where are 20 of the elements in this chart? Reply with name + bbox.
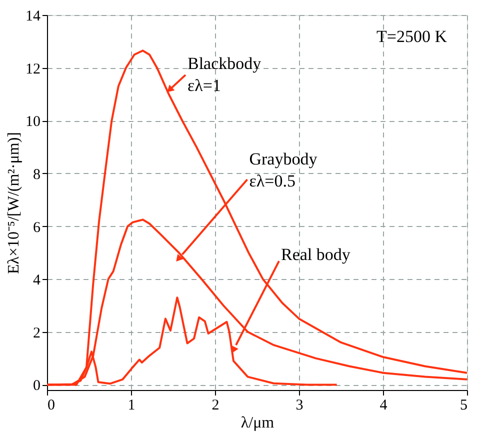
annotation: Real body	[281, 245, 351, 264]
x-tick-label: 2	[212, 398, 220, 414]
y-tick-label: 8	[33, 166, 40, 183]
x-tick-label: 5	[460, 398, 468, 414]
x-tick-label: 3	[296, 398, 304, 414]
y-tick-label: 4	[33, 272, 41, 289]
y-tick-label: 6	[33, 220, 41, 236]
y-tick-label: 0	[33, 378, 40, 394]
y-tick-label: 2	[33, 325, 40, 342]
annotation: T=2500 K	[376, 27, 448, 46]
y-tick-label: 10	[26, 114, 40, 130]
annotation: Blackbody ελ=1	[187, 54, 262, 95]
x-tick-label: 1	[128, 398, 136, 414]
y-axis-title: Eλ×10⁻⁵/[W/(m²·μm)]	[6, 132, 22, 274]
y-tick-label: 14	[26, 8, 41, 24]
annotation: Graybody ελ=0.5	[249, 150, 318, 191]
y-tick-label: 12	[26, 61, 40, 78]
x-tick-label: 4	[380, 398, 388, 414]
x-tick-label: 0	[48, 398, 55, 414]
x-axis-title: λ/μm	[240, 414, 275, 432]
